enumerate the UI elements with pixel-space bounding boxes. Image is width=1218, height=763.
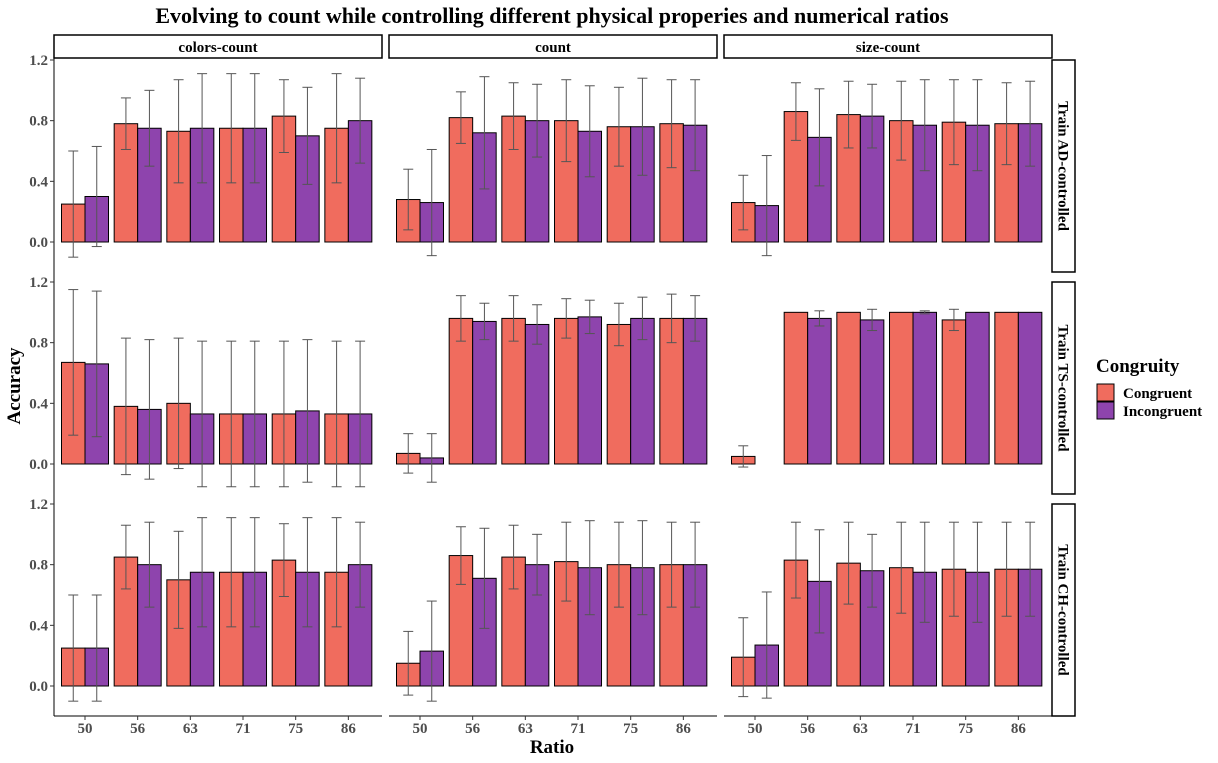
column-strip bbox=[723, 34, 1053, 59]
panel bbox=[731, 79, 1043, 257]
congruent-bar bbox=[941, 319, 967, 465]
legend-swatch bbox=[1096, 401, 1115, 420]
column-strip-label: size-count bbox=[856, 40, 920, 56]
x-tick-label: 86 bbox=[341, 721, 357, 737]
congruent-bar bbox=[994, 311, 1019, 465]
legend-label: Congruent bbox=[1123, 386, 1192, 402]
legend-swatch bbox=[1096, 383, 1115, 402]
incongruent-bar bbox=[524, 323, 550, 465]
x-tick-label: 71 bbox=[236, 721, 251, 737]
congruent-bar bbox=[836, 311, 861, 465]
congruent-bar bbox=[889, 311, 914, 465]
panel bbox=[396, 76, 708, 257]
column-strip-label: colors-count bbox=[178, 40, 257, 56]
y-tick-label: 0.8 bbox=[29, 336, 48, 352]
y-tick-label: 0.8 bbox=[29, 558, 48, 574]
row-strip bbox=[1051, 59, 1076, 273]
column-strip bbox=[388, 34, 718, 59]
panel bbox=[61, 73, 373, 258]
row-strip-label: Train AD-controlled bbox=[1055, 101, 1071, 232]
row-strip-label: Train CH-controlled bbox=[1055, 544, 1071, 676]
y-tick-label: 0.4 bbox=[29, 174, 48, 190]
chart-title: Evolving to count while controlling diff… bbox=[155, 3, 949, 28]
column-strip-label: count bbox=[535, 40, 571, 56]
x-tick-label: 63 bbox=[518, 721, 533, 737]
y-tick-label: 0.0 bbox=[29, 457, 48, 473]
y-tick-label: 0.0 bbox=[29, 235, 48, 251]
incongruent-bar bbox=[630, 317, 655, 465]
incongruent-bar bbox=[1017, 311, 1043, 465]
y-tick-label: 0.4 bbox=[29, 618, 48, 634]
x-tick-label: 56 bbox=[800, 721, 816, 737]
congruent-bar bbox=[783, 311, 809, 465]
y-tick-label: 0.0 bbox=[29, 679, 48, 695]
panel bbox=[61, 289, 373, 488]
row-strip bbox=[1051, 281, 1076, 495]
x-tick-label: 56 bbox=[465, 721, 481, 737]
y-tick-label: 0.4 bbox=[29, 396, 48, 412]
x-tick-label: 71 bbox=[571, 721, 586, 737]
column-strip bbox=[53, 34, 383, 59]
y-axis-title: Accuracy bbox=[4, 347, 25, 425]
y-tick-label: 1.2 bbox=[29, 275, 48, 291]
y-tick-label: 0.8 bbox=[29, 114, 48, 130]
x-tick-label: 63 bbox=[853, 721, 868, 737]
y-tick-label: 1.2 bbox=[29, 53, 48, 69]
x-tick-label: 86 bbox=[1011, 721, 1027, 737]
row-strip-label: Train TS-controlled bbox=[1055, 324, 1071, 452]
x-tick-label: 75 bbox=[288, 721, 303, 737]
legend: Congruity Congruent Incongruent bbox=[1096, 356, 1202, 420]
incongruent-bar bbox=[577, 316, 603, 465]
legend-title: Congruity bbox=[1096, 356, 1180, 377]
x-tick-label: 71 bbox=[906, 721, 921, 737]
incongruent-bar bbox=[859, 319, 885, 465]
x-tick-label: 75 bbox=[958, 721, 973, 737]
panel bbox=[731, 308, 1043, 468]
y-tick-label: 1.2 bbox=[29, 497, 48, 513]
incongruent-bar bbox=[912, 311, 938, 465]
incongruent-bar bbox=[807, 317, 832, 465]
panel bbox=[731, 521, 1043, 699]
panel bbox=[396, 293, 708, 483]
x-tick-label: 50 bbox=[78, 721, 93, 737]
x-tick-label: 50 bbox=[748, 721, 763, 737]
x-tick-label: 75 bbox=[623, 721, 638, 737]
x-tick-label: 50 bbox=[413, 721, 428, 737]
x-tick-label: 86 bbox=[676, 721, 692, 737]
x-tick-label: 56 bbox=[130, 721, 146, 737]
row-strip bbox=[1051, 503, 1076, 717]
incongruent-bar bbox=[965, 311, 990, 465]
panel bbox=[396, 520, 708, 702]
incongruent-bar bbox=[472, 320, 497, 465]
x-tick-label: 63 bbox=[183, 721, 198, 737]
x-axis-title: Ratio bbox=[530, 737, 574, 758]
panel bbox=[61, 517, 373, 702]
congruent-bar bbox=[554, 317, 579, 465]
legend-label: Incongruent bbox=[1123, 404, 1202, 420]
